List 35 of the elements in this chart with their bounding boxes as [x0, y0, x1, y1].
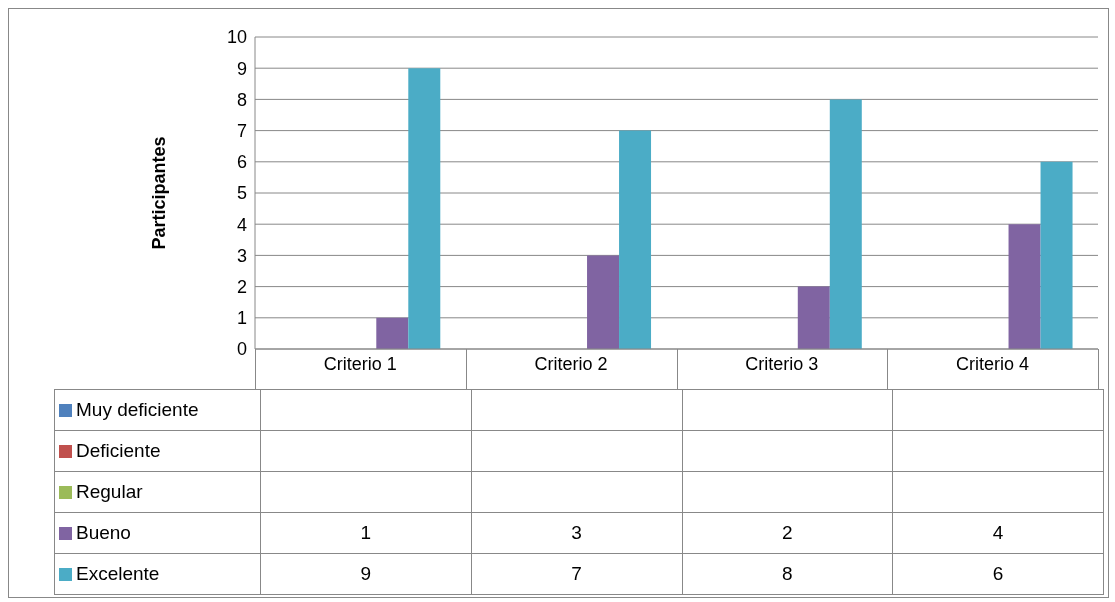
legend-label: Bueno [76, 522, 131, 543]
data-label: 2 [682, 512, 893, 554]
x-tick-label: Criterio 1 [323, 353, 397, 374]
y-tick-label: 2 [236, 276, 247, 297]
bar [376, 317, 409, 349]
y-tick-label: 0 [236, 339, 247, 360]
x-tick-label: Criterio 3 [745, 353, 819, 374]
data-label: 6 [892, 553, 1104, 595]
legend-label: Muy deficiente [76, 399, 199, 420]
y-tick-label: 1 [236, 308, 247, 329]
y-tick-label: 6 [236, 152, 247, 173]
bar [408, 68, 441, 349]
y-tick-label: 8 [236, 89, 247, 110]
y-tick-label: 10 [226, 27, 247, 48]
bar [829, 99, 862, 349]
y-axis-title: Participantes [149, 136, 170, 250]
data-label: 7 [471, 553, 682, 595]
data-label: 4 [892, 512, 1104, 554]
y-tick-label: 5 [236, 183, 247, 204]
legend-label: Deficiente [76, 440, 161, 461]
y-tick-label: 3 [236, 245, 247, 266]
x-tick-label: Criterio 4 [956, 353, 1030, 374]
bar [587, 255, 620, 349]
y-tick-label: 7 [236, 120, 247, 141]
bar [619, 130, 652, 349]
bar [1040, 161, 1073, 349]
bar [1008, 224, 1041, 349]
data-label: 3 [471, 512, 682, 554]
bar [797, 286, 830, 349]
x-tick-label: Criterio 2 [534, 353, 608, 374]
y-tick-label: 4 [236, 214, 247, 235]
y-tick-label: 9 [236, 58, 247, 79]
legend-label: Excelente [76, 563, 160, 584]
legend-label: Regular [76, 481, 143, 502]
data-label: 8 [682, 553, 893, 595]
